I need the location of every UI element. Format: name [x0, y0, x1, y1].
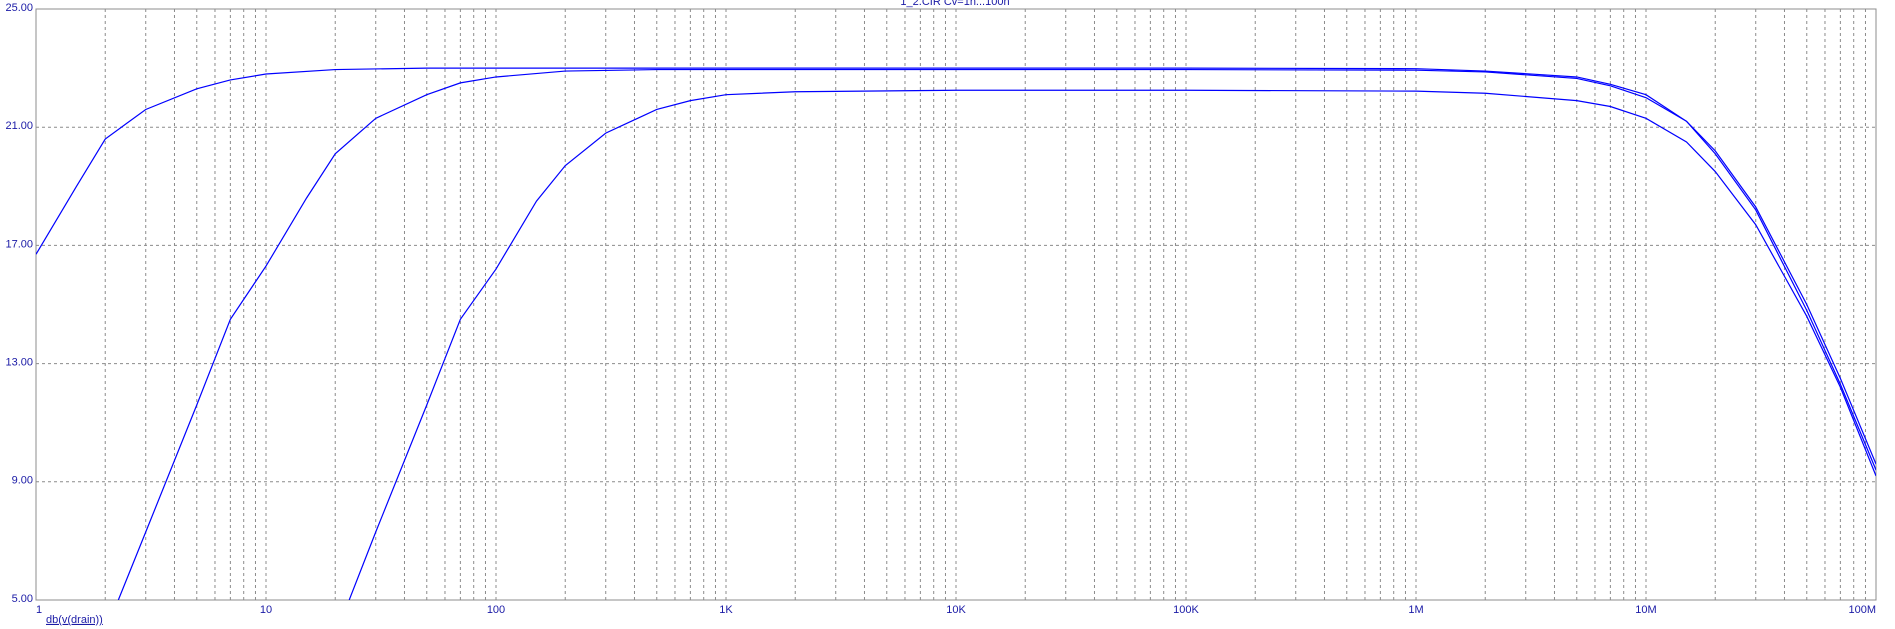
x-tick-label: 10K [946, 604, 966, 616]
series-line [36, 67, 1876, 465]
x-tick-label: 1M [1408, 604, 1423, 616]
y-tick-label: 13.00 [5, 357, 33, 369]
x-tick-label: 100K [1173, 604, 1199, 616]
y-tick-label: 25.00 [5, 2, 33, 14]
y-tick-label: 9.00 [12, 475, 33, 487]
x-tick-label: 1 [36, 604, 42, 616]
x-tick-label: 1K [719, 604, 733, 616]
x-tick-label: 100 [487, 604, 505, 616]
chart-title: 1_2.CIR Cv=1n...100n [900, 0, 1009, 8]
y-tick-label: 21.00 [5, 120, 33, 132]
plot-frame [35, 8, 1877, 601]
x-axis-label: db(v(drain)) [46, 614, 103, 626]
series-line [117, 68, 1876, 600]
x-tick-label: 100M [1848, 604, 1876, 616]
y-tick-label: 5.00 [12, 593, 33, 605]
x-tick-label: 10 [260, 604, 272, 616]
series-line [348, 89, 1876, 600]
y-tick-label: 17.00 [5, 238, 33, 250]
x-tick-label: 10M [1635, 604, 1656, 616]
